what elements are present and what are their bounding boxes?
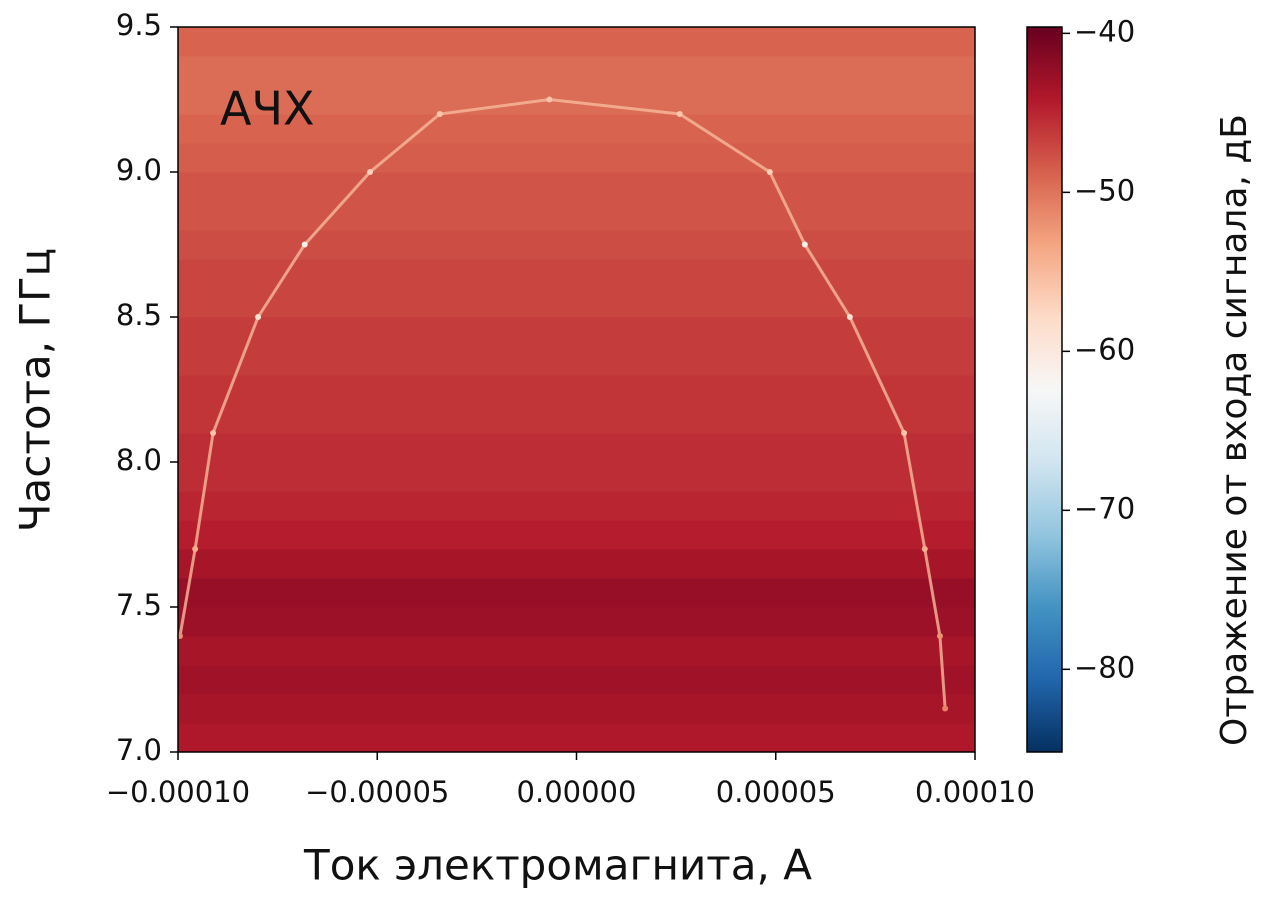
heat-row: [178, 578, 975, 608]
heat-row: [178, 230, 975, 260]
heat-row: [178, 288, 975, 318]
resonance-point: [676, 111, 683, 117]
x-tick-label: 0.00005: [716, 775, 836, 809]
colorbar-tick-label: −40: [1074, 14, 1135, 48]
heat-row: [178, 433, 975, 463]
heat-row: [178, 549, 975, 579]
heat-row: [178, 201, 975, 231]
y-axis-label: Частота, ГГц: [11, 248, 60, 533]
heat-row: [178, 56, 975, 86]
heat-row: [178, 607, 975, 637]
resonance-point: [301, 241, 308, 248]
x-tick-label: −0.00005: [305, 775, 449, 809]
heat-row: [178, 491, 975, 521]
resonance-curve: [178, 97, 947, 709]
heat-row: [178, 143, 975, 173]
heat-row: [178, 172, 975, 202]
colorbar-tick-label: −50: [1074, 173, 1135, 207]
resonance-point: [210, 430, 217, 436]
colorbar-tick-label: −80: [1074, 650, 1135, 684]
resonance-point: [801, 241, 808, 248]
resonance-point: [192, 546, 199, 552]
resonance-point: [255, 314, 262, 320]
resonance-point: [546, 96, 553, 103]
x-tick-label: 0.00000: [517, 775, 637, 809]
heat-row: [178, 259, 975, 289]
x-tick-label: 0.00010: [915, 775, 1035, 809]
heat-row: [178, 636, 975, 666]
heat-row: [178, 27, 975, 57]
colorbar-tick-label: −70: [1074, 491, 1135, 525]
resonance-point: [766, 169, 773, 175]
resonance-point: [436, 111, 443, 117]
heat-row: [178, 85, 975, 115]
heat-row: [178, 520, 975, 550]
resonance-point: [367, 169, 374, 175]
colorbar: [1026, 26, 1063, 753]
colorbar-tick-label: −60: [1074, 332, 1135, 366]
y-tick-label: 8.0: [116, 443, 162, 477]
annotation: АЧХ: [220, 82, 315, 136]
y-tick-label: 9.5: [116, 8, 162, 42]
y-tick-label: 9.0: [116, 153, 162, 187]
colorbar-label: Отражение от входа сигнала, дБ: [1214, 114, 1255, 746]
resonance-point: [936, 633, 943, 639]
y-tick-label: 7.0: [116, 733, 162, 767]
heat-row: [178, 114, 975, 144]
x-tick-label: −0.00010: [106, 775, 250, 809]
heat-row: [178, 723, 975, 753]
x-axis-label: Ток электромагнита, А: [303, 841, 812, 890]
heat-row: [178, 404, 975, 434]
resonance-point: [846, 314, 853, 320]
y-tick-label: 7.5: [116, 588, 162, 622]
resonance-point: [942, 705, 949, 712]
heat-row: [178, 665, 975, 695]
heat-row: [178, 375, 975, 405]
resonance-point: [901, 430, 908, 436]
heat-row: [178, 462, 975, 492]
heat-row: [178, 694, 975, 724]
heat-row: [178, 317, 975, 347]
resonance-point: [921, 546, 928, 552]
heat-row: [178, 346, 975, 376]
y-tick-label: 8.5: [116, 298, 162, 332]
